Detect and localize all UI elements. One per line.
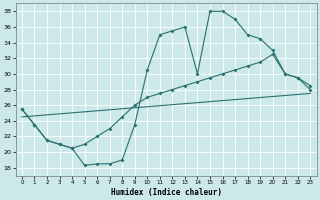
X-axis label: Humidex (Indice chaleur): Humidex (Indice chaleur)	[111, 188, 221, 197]
